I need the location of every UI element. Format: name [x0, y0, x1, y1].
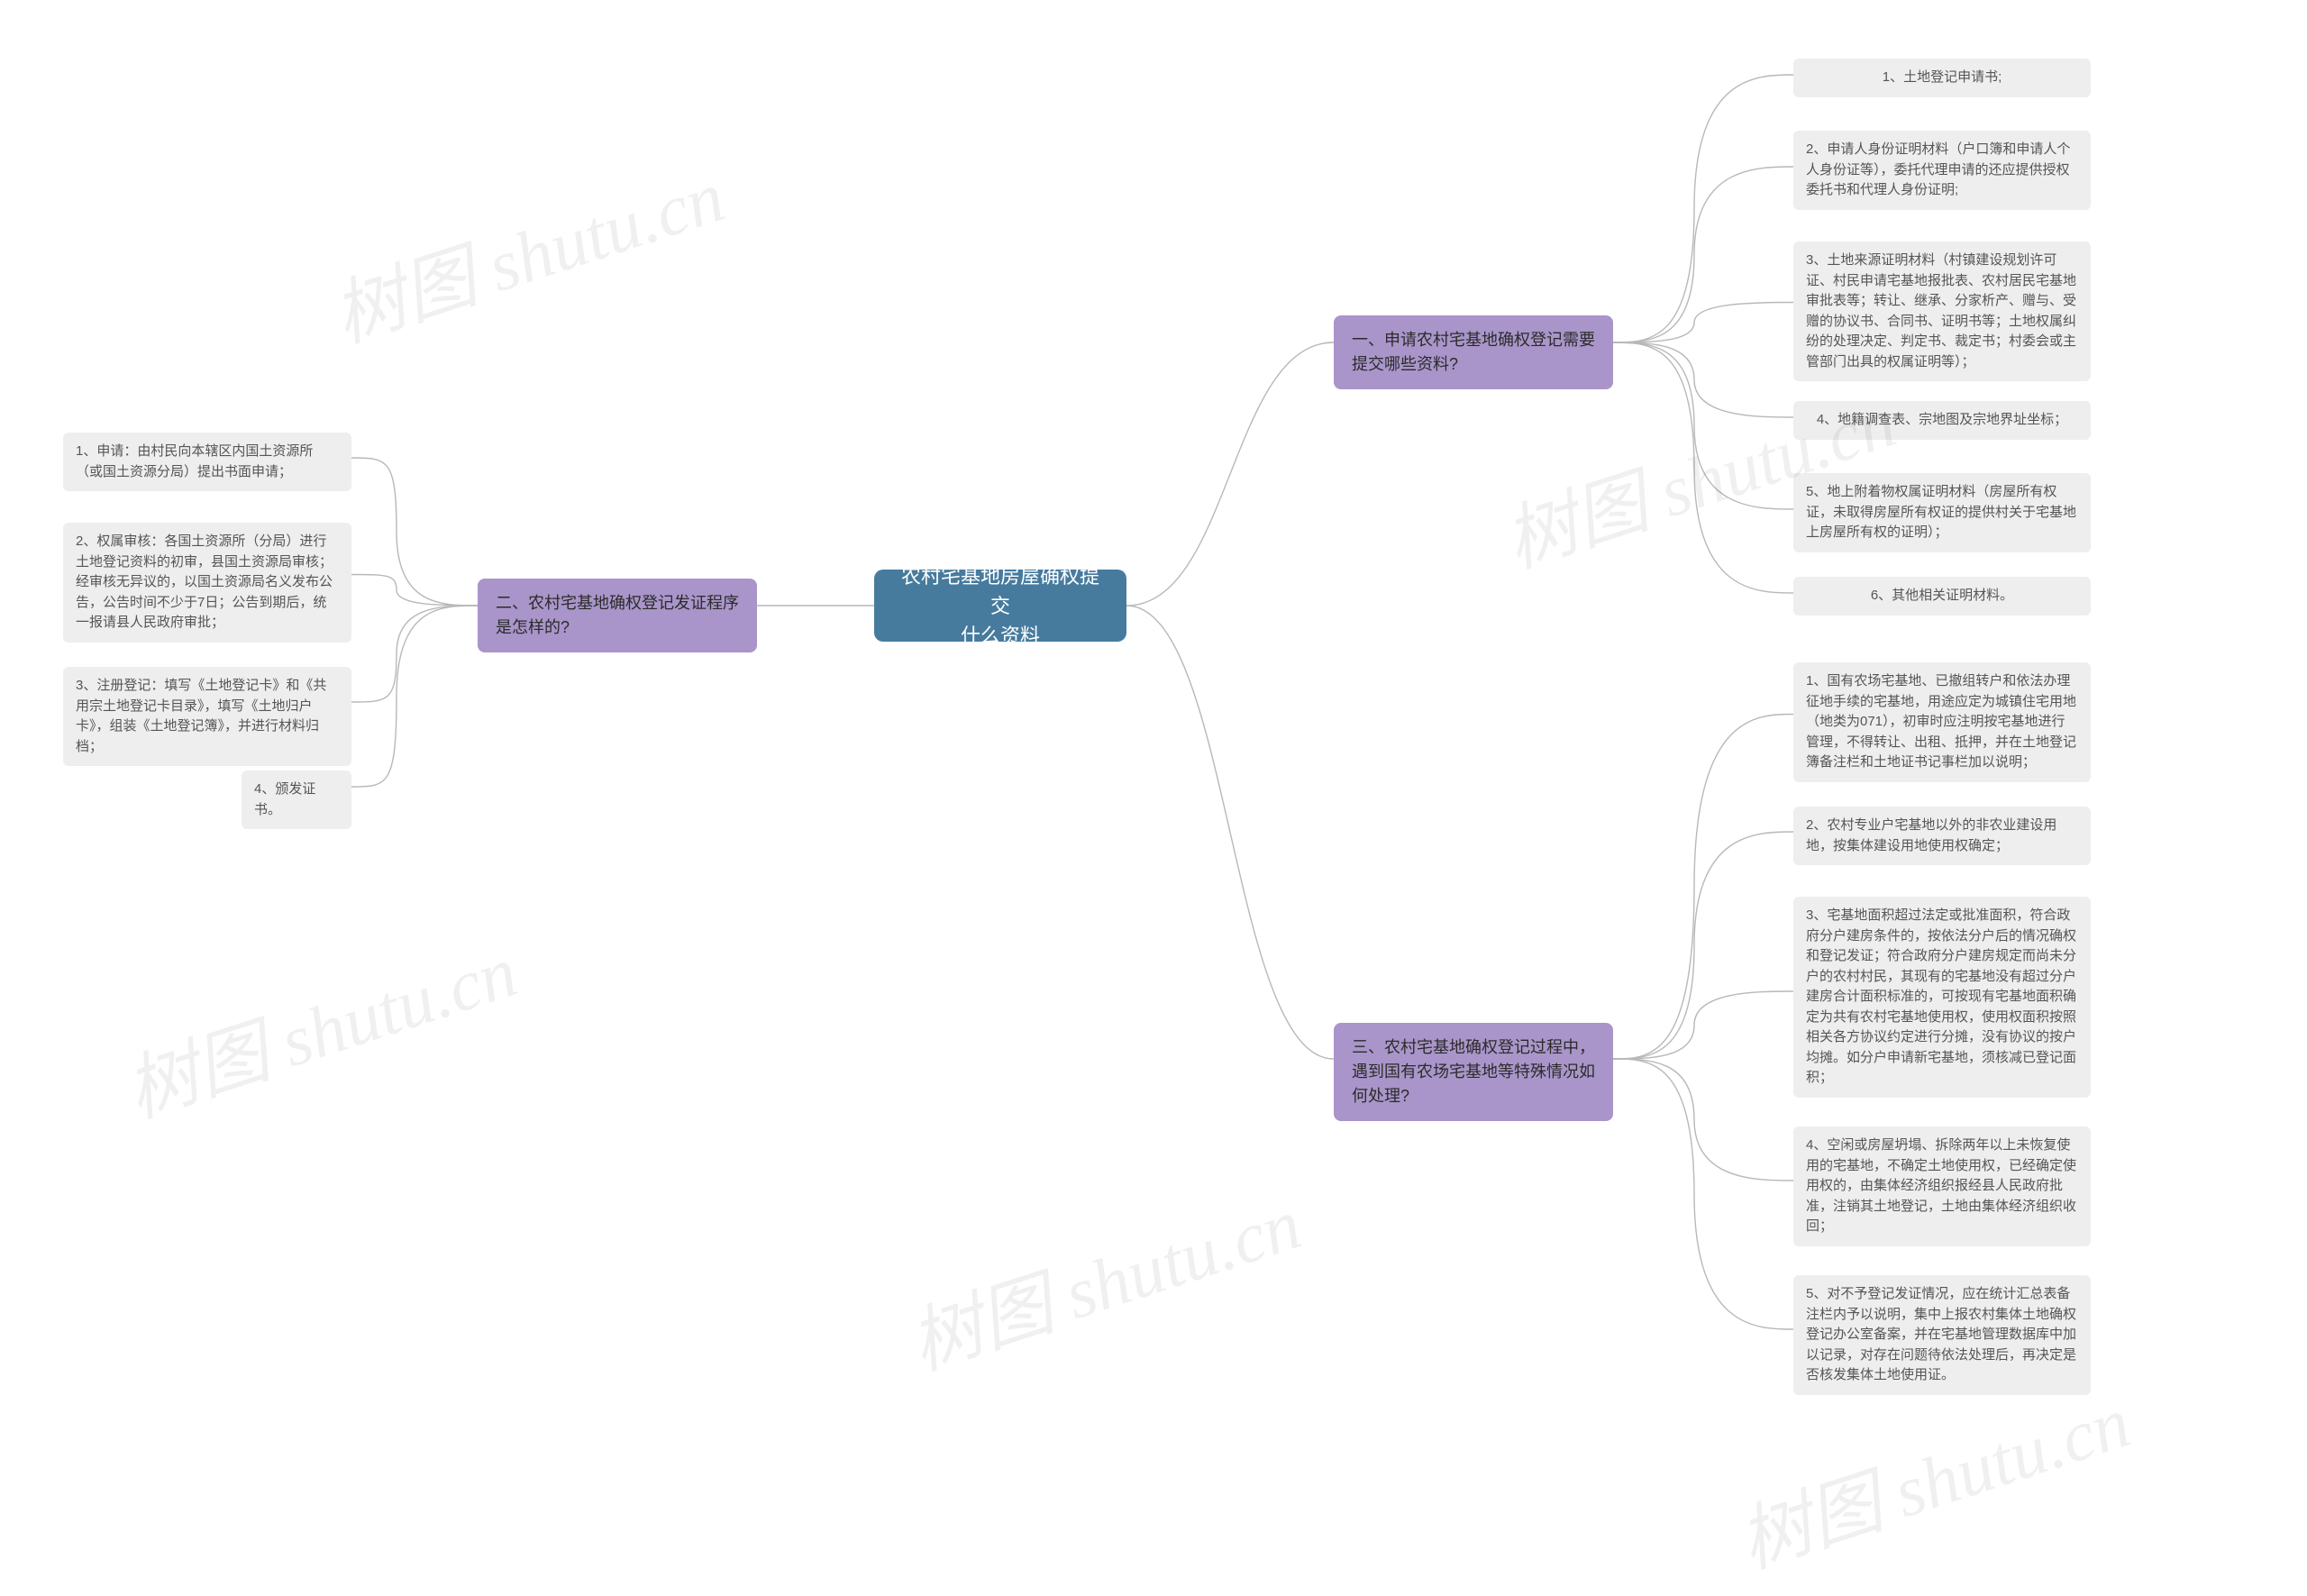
leaf-node-b1-4: 5、地上附着物权属证明材料（房屋所有权证，未取得房屋所有权证的提供村关于宅基地上…	[1793, 473, 2091, 552]
leaf-node-b1-1: 2、申请人身份证明材料（户口簿和申请人个人身份证等），委托代理申请的还应提供授权…	[1793, 131, 2091, 210]
branch-node-b3: 三、农村宅基地确权登记过程中， 遇到国有农场宅基地等特殊情况如 何处理?	[1334, 1023, 1613, 1121]
leaf-node-b3-3: 4、空闲或房屋坍塌、拆除两年以上未恢复使用的宅基地，不确定土地使用权，已经确定使…	[1793, 1126, 2091, 1246]
leaf-node-b3-4: 5、对不予登记发证情况，应在统计汇总表备注栏内予以说明，集中上报农村集体土地确权…	[1793, 1275, 2091, 1395]
leaf-node-b2-2: 3、注册登记：填写《土地登记卡》和《共用宗土地登记卡目录》，填写《土地归户卡》，…	[63, 667, 351, 766]
branch-node-b2: 二、农村宅基地确权登记发证程序 是怎样的?	[478, 579, 757, 652]
watermark: 树图 shutu.cn	[111, 913, 528, 1137]
watermark: 树图 shutu.cn	[895, 1165, 1312, 1390]
leaf-node-b2-0: 1、申请：由村民向本辖区内国土资源所（或国土资源分局）提出书面申请；	[63, 433, 351, 491]
watermark: 树图 shutu.cn	[1724, 1363, 2141, 1588]
leaf-node-b2-3: 4、颁发证书。	[242, 771, 351, 829]
leaf-node-b2-1: 2、权属审核：各国土资源所（分局）进行土地登记资料的初审，县国土资源局审核；经审…	[63, 523, 351, 643]
watermark: 树图 shutu.cn	[318, 138, 735, 362]
leaf-node-b3-0: 1、国有农场宅基地、已撤组转户和依法办理征地手续的宅基地，用途应定为城镇住宅用地…	[1793, 662, 2091, 782]
leaf-node-b1-3: 4、地籍调查表、宗地图及宗地界址坐标；	[1793, 401, 2091, 440]
mindmap-canvas: 农村宅基地房屋确权提交 什么资料 一、申请农村宅基地确权登记需要 提交哪些资料?…	[0, 0, 2307, 1596]
leaf-node-b3-2: 3、宅基地面积超过法定或批准面积，符合政府分户建房条件的，按依法分户后的情况确权…	[1793, 897, 2091, 1098]
leaf-node-b1-0: 1、土地登记申请书;	[1793, 59, 2091, 97]
root-node: 农村宅基地房屋确权提交 什么资料	[874, 570, 1126, 642]
leaf-node-b3-1: 2、农村专业户宅基地以外的非农业建设用地，按集体建设用地使用权确定；	[1793, 807, 2091, 865]
leaf-node-b1-2: 3、土地来源证明材料（村镇建设规划许可证、村民申请宅基地报批表、农村居民宅基地审…	[1793, 242, 2091, 381]
leaf-node-b1-5: 6、其他相关证明材料。	[1793, 577, 2091, 616]
branch-node-b1: 一、申请农村宅基地确权登记需要 提交哪些资料?	[1334, 315, 1613, 389]
